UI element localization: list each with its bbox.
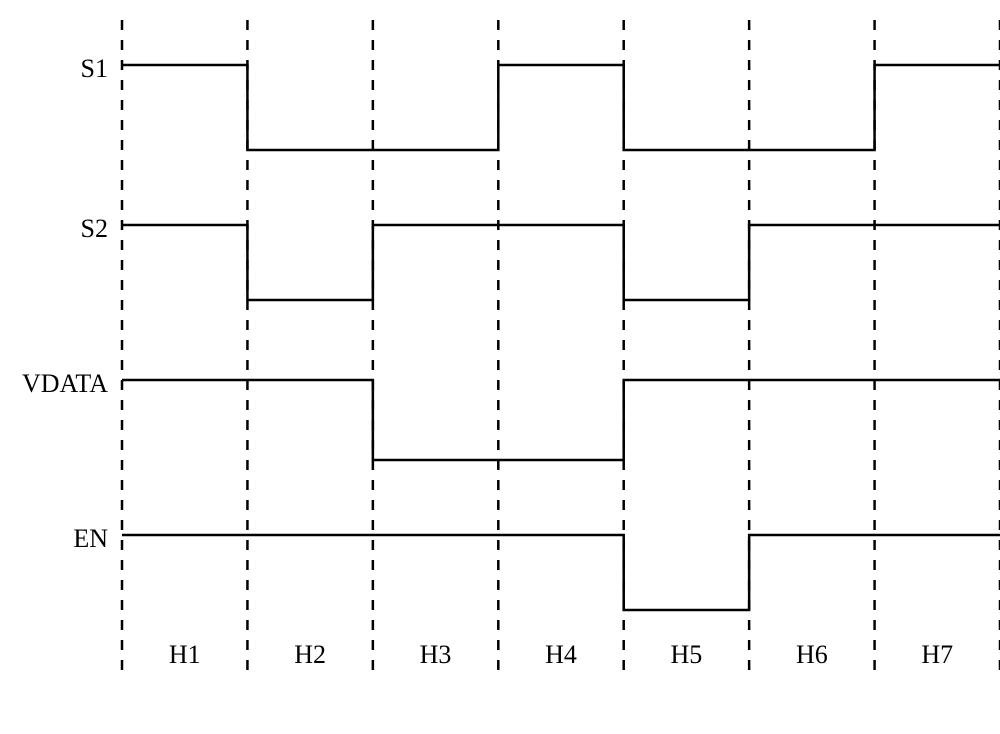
signal-label-s1: S1 (0, 54, 108, 84)
phase-label-h5: H5 (624, 640, 749, 670)
signal-label-vdata: VDATA (0, 369, 108, 399)
phase-label-h1: H1 (122, 640, 247, 670)
timing-diagram: S1 S2 VDATA EN H1H2H3H4H5H6H7 (0, 0, 1000, 734)
phase-label-h7: H7 (875, 640, 1000, 670)
signal-vdata (122, 380, 1000, 460)
timing-svg (0, 0, 1000, 734)
phase-label-h2: H2 (247, 640, 372, 670)
signal-en (122, 535, 1000, 610)
signal-s1 (122, 65, 1000, 150)
phase-label-h3: H3 (373, 640, 498, 670)
signal-label-s2: S2 (0, 214, 108, 244)
signal-label-en: EN (0, 524, 108, 554)
phase-label-h6: H6 (749, 640, 874, 670)
signal-s2 (122, 225, 1000, 300)
phase-label-h4: H4 (498, 640, 623, 670)
